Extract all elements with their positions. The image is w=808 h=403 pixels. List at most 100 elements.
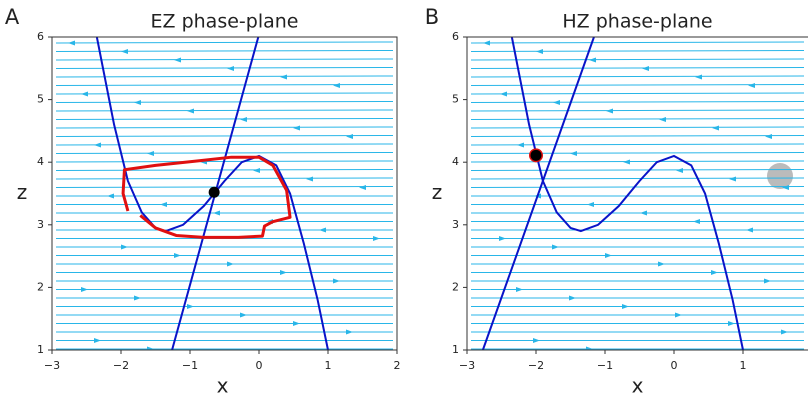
stream-arrow	[675, 312, 682, 318]
streamline	[55, 92, 394, 95]
stream-arrow	[516, 287, 523, 292]
stream-arrow	[121, 49, 128, 54]
stream-arrow	[483, 40, 490, 46]
stream-arrow	[280, 74, 287, 80]
streamline	[55, 126, 394, 129]
stream-arrow	[160, 202, 167, 207]
stream-arrow	[781, 329, 788, 335]
stream-arrow	[499, 236, 506, 241]
stream-arrow	[765, 134, 772, 139]
y-tick-label: 3	[452, 218, 459, 231]
stream-arrow	[729, 176, 736, 182]
y-tick-label: 1	[37, 343, 44, 356]
watermark	[767, 163, 793, 189]
streamline	[470, 169, 805, 171]
stream-arrow	[174, 253, 181, 258]
stream-arrow	[606, 108, 613, 114]
stream-arrow	[373, 236, 380, 241]
stream-arrow	[346, 329, 353, 335]
streamline	[55, 186, 394, 188]
stream-arrow	[227, 66, 234, 71]
stream-arrow	[293, 125, 300, 131]
streamline	[470, 58, 805, 61]
stream-arrow	[240, 117, 247, 122]
stream-arrow	[94, 338, 101, 343]
stream-arrow	[569, 295, 576, 301]
streamline	[470, 50, 805, 52]
y-tick-label: 5	[37, 93, 44, 106]
stream-arrow	[746, 227, 753, 233]
stream-arrow	[107, 193, 114, 199]
nullcline	[510, 37, 744, 350]
streamline	[55, 135, 394, 137]
streamline	[55, 169, 394, 171]
stream-arrow	[213, 210, 220, 216]
streamline	[55, 101, 394, 103]
stream-arrow	[319, 227, 326, 233]
panel-label: A	[5, 5, 20, 29]
stream-arrow	[695, 74, 702, 80]
stream-arrow	[346, 134, 353, 139]
stream-arrow	[536, 49, 543, 54]
y-tick-label: 6	[37, 30, 44, 43]
streamline	[470, 118, 805, 120]
streamline	[55, 41, 394, 44]
stream-arrow	[253, 168, 260, 173]
stream-arrow	[587, 202, 594, 207]
trajectory	[121, 155, 292, 239]
y-tick-label: 5	[452, 93, 459, 106]
fixed-point	[530, 149, 542, 161]
stream-arrow	[728, 321, 735, 326]
stream-arrow	[240, 312, 247, 318]
x-tick-label: 0	[671, 359, 678, 372]
stream-arrow	[280, 270, 287, 275]
streamline	[470, 84, 805, 86]
y-axis-label: z	[432, 180, 443, 204]
streamline	[55, 67, 394, 69]
streamline	[470, 152, 805, 154]
x-tick-label: 1	[325, 359, 332, 372]
stream-arrow	[306, 176, 313, 182]
streamline	[470, 135, 805, 137]
stream-arrow	[121, 244, 128, 250]
stream-arrow	[570, 151, 577, 156]
x-tick-label: −1	[597, 359, 613, 372]
stream-arrow	[748, 83, 755, 88]
x-axis-label: x	[632, 374, 644, 398]
x-tick-label: −1	[182, 359, 198, 372]
streamline	[55, 152, 394, 154]
streamline	[470, 109, 805, 112]
streamline	[470, 75, 805, 78]
streamline	[470, 177, 805, 180]
plot-area	[55, 37, 394, 350]
y-tick-label: 4	[452, 155, 459, 168]
stream-arrow	[147, 346, 154, 350]
stream-arrow	[586, 346, 593, 350]
stream-arrow	[174, 57, 181, 63]
streamline	[55, 58, 394, 61]
stream-arrow	[658, 261, 665, 267]
y-tick-label: 1	[452, 343, 459, 356]
stream-arrow	[333, 278, 340, 284]
y-axis-label: z	[17, 180, 28, 204]
stream-arrow	[711, 270, 718, 275]
stream-arrow	[147, 151, 154, 156]
stream-arrow	[333, 83, 340, 88]
stream-arrow	[81, 287, 88, 292]
streamline	[55, 109, 394, 112]
stream-arrow	[605, 253, 612, 258]
stream-arrow	[134, 100, 141, 105]
stream-arrow	[134, 295, 141, 301]
x-tick-label: 0	[256, 359, 263, 372]
stream-arrow	[659, 117, 666, 122]
y-tick-label: 3	[37, 218, 44, 231]
x-tick-label: −3	[459, 359, 475, 372]
stream-arrow	[553, 100, 560, 105]
stream-arrow	[642, 66, 649, 71]
stream-arrow	[81, 91, 88, 97]
stream-arrow	[640, 210, 647, 216]
axes-frame	[51, 36, 398, 351]
streamline	[55, 75, 394, 78]
stream-arrow	[782, 185, 789, 190]
